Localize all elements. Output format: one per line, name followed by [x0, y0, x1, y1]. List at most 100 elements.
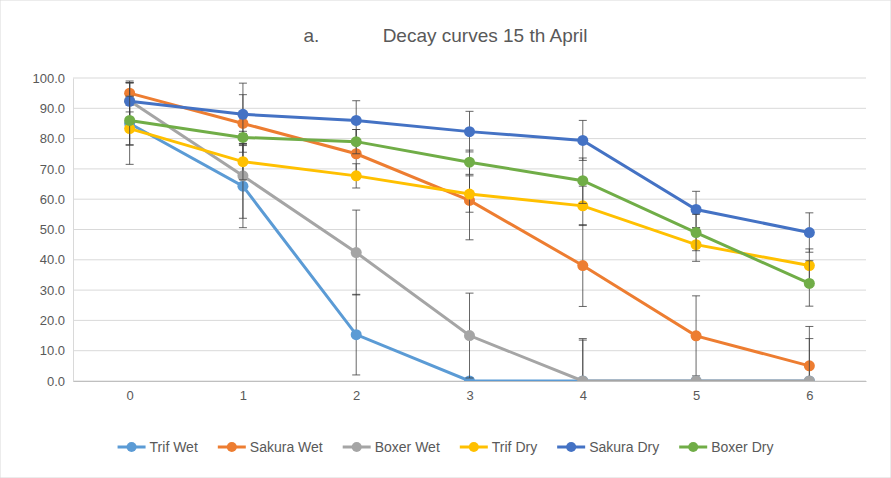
error-bar-cap: [692, 250, 700, 251]
error-bar-cap: [126, 145, 134, 146]
y-tick-label: 50.0: [40, 222, 65, 237]
point: [351, 170, 362, 181]
x-tick: 0: [127, 381, 134, 403]
point: [464, 126, 475, 137]
y-axis-line: [73, 79, 74, 382]
y-tick: 90.0: [40, 101, 73, 116]
error-bar-cap: [239, 218, 247, 219]
error-bar-cap: [579, 225, 587, 226]
error-bar-cap: [352, 163, 360, 164]
point: [351, 247, 362, 258]
chart: a. Decay curves 15 th April0.010.020.030…: [0, 0, 891, 478]
y-tick-label: 100.0: [32, 71, 65, 86]
y-axis: 0.010.020.030.040.050.060.070.080.090.01…: [32, 71, 73, 389]
error-bar-cap: [239, 145, 247, 146]
x-tick: 6: [806, 381, 813, 403]
point: [691, 227, 702, 238]
y-tick: 20.0: [40, 313, 73, 328]
legend-label: Sakura Wet: [250, 439, 323, 455]
point: [237, 156, 248, 167]
error-bar-cap: [239, 179, 247, 180]
error-bar: [579, 339, 587, 381]
point: [804, 376, 815, 382]
error-bar: [805, 339, 813, 381]
y-tick: 40.0: [40, 252, 73, 267]
error-bar-cap: [352, 294, 360, 295]
error-bar-cap: [239, 143, 247, 144]
error-bar-cap: [466, 239, 474, 240]
series: [124, 81, 815, 381]
legend-label: Boxer Wet: [375, 439, 440, 455]
error-bar-cap: [239, 131, 247, 132]
error-bar-cap: [352, 100, 360, 101]
error-bar-cap: [579, 120, 587, 121]
error-bar-cap: [579, 203, 587, 204]
point: [577, 135, 588, 146]
legend-label: Trif Dry: [492, 439, 537, 455]
series-line: [130, 120, 810, 283]
error-bar-cap: [352, 129, 360, 130]
y-tick: 0.0: [47, 374, 73, 389]
legend-marker: [127, 442, 137, 452]
y-tick-label: 30.0: [40, 283, 65, 298]
legend-marker: [688, 442, 698, 452]
x-tick-label: 5: [693, 388, 700, 403]
point: [691, 330, 702, 341]
y-tick-label: 20.0: [40, 313, 65, 328]
legend-item: Trif Wet: [118, 439, 198, 455]
point: [691, 376, 702, 382]
series: [124, 112, 815, 282]
legend-item: Boxer Dry: [679, 439, 773, 455]
x-tick: 4: [580, 381, 587, 403]
error-bar-cap: [466, 175, 474, 176]
error-bar-cap: [805, 306, 813, 307]
x-tick: 2: [353, 381, 360, 403]
point: [577, 260, 588, 271]
legend-marker: [227, 442, 237, 452]
y-tick-label: 70.0: [40, 162, 65, 177]
y-tick-label: 0.0: [47, 374, 65, 389]
background: [0, 0, 891, 478]
series-line: [130, 123, 810, 381]
error-bar-cap: [805, 252, 813, 253]
error-bar-cap: [239, 83, 247, 84]
point: [804, 376, 815, 382]
series: [124, 83, 815, 381]
legend-marker: [469, 442, 479, 452]
point: [577, 376, 588, 382]
error-bar-cap: [466, 293, 474, 294]
point: [577, 175, 588, 186]
y-tick-label: 60.0: [40, 192, 65, 207]
error-bar-cap: [126, 82, 134, 83]
x-tick: 1: [240, 381, 247, 403]
error-bar-cap: [126, 96, 134, 97]
series-line: [130, 101, 810, 232]
error-bar-cap: [805, 326, 813, 327]
point: [124, 115, 135, 126]
x-tick-label: 0: [127, 388, 134, 403]
error-bar-cap: [126, 164, 134, 165]
series-line: [130, 101, 810, 381]
point: [351, 115, 362, 126]
x-tick: 5: [693, 381, 700, 403]
y-tick-label: 80.0: [40, 131, 65, 146]
x-axis: 0 1 2 3 4 5 6: [74, 381, 867, 403]
error-bar-cap: [579, 157, 587, 158]
error-bar-cap: [466, 174, 474, 175]
point: [464, 157, 475, 168]
error-bar-cap: [239, 143, 247, 144]
x-tick-label: 1: [240, 388, 247, 403]
y-tick: 80.0: [40, 131, 73, 146]
y-tick: 50.0: [40, 222, 73, 237]
point: [804, 227, 815, 238]
error-bar-cap: [805, 338, 813, 339]
legend-label: Boxer Dry: [711, 439, 773, 455]
x-tick-label: 3: [466, 388, 473, 403]
error-bar-stem: [582, 339, 583, 381]
error-bar-cap: [239, 227, 247, 228]
legend-marker: [352, 442, 362, 452]
grid: [73, 78, 866, 381]
error-bar-cap: [466, 377, 474, 378]
legend-item: Boxer Wet: [343, 439, 440, 455]
error-bar-cap: [692, 191, 700, 192]
